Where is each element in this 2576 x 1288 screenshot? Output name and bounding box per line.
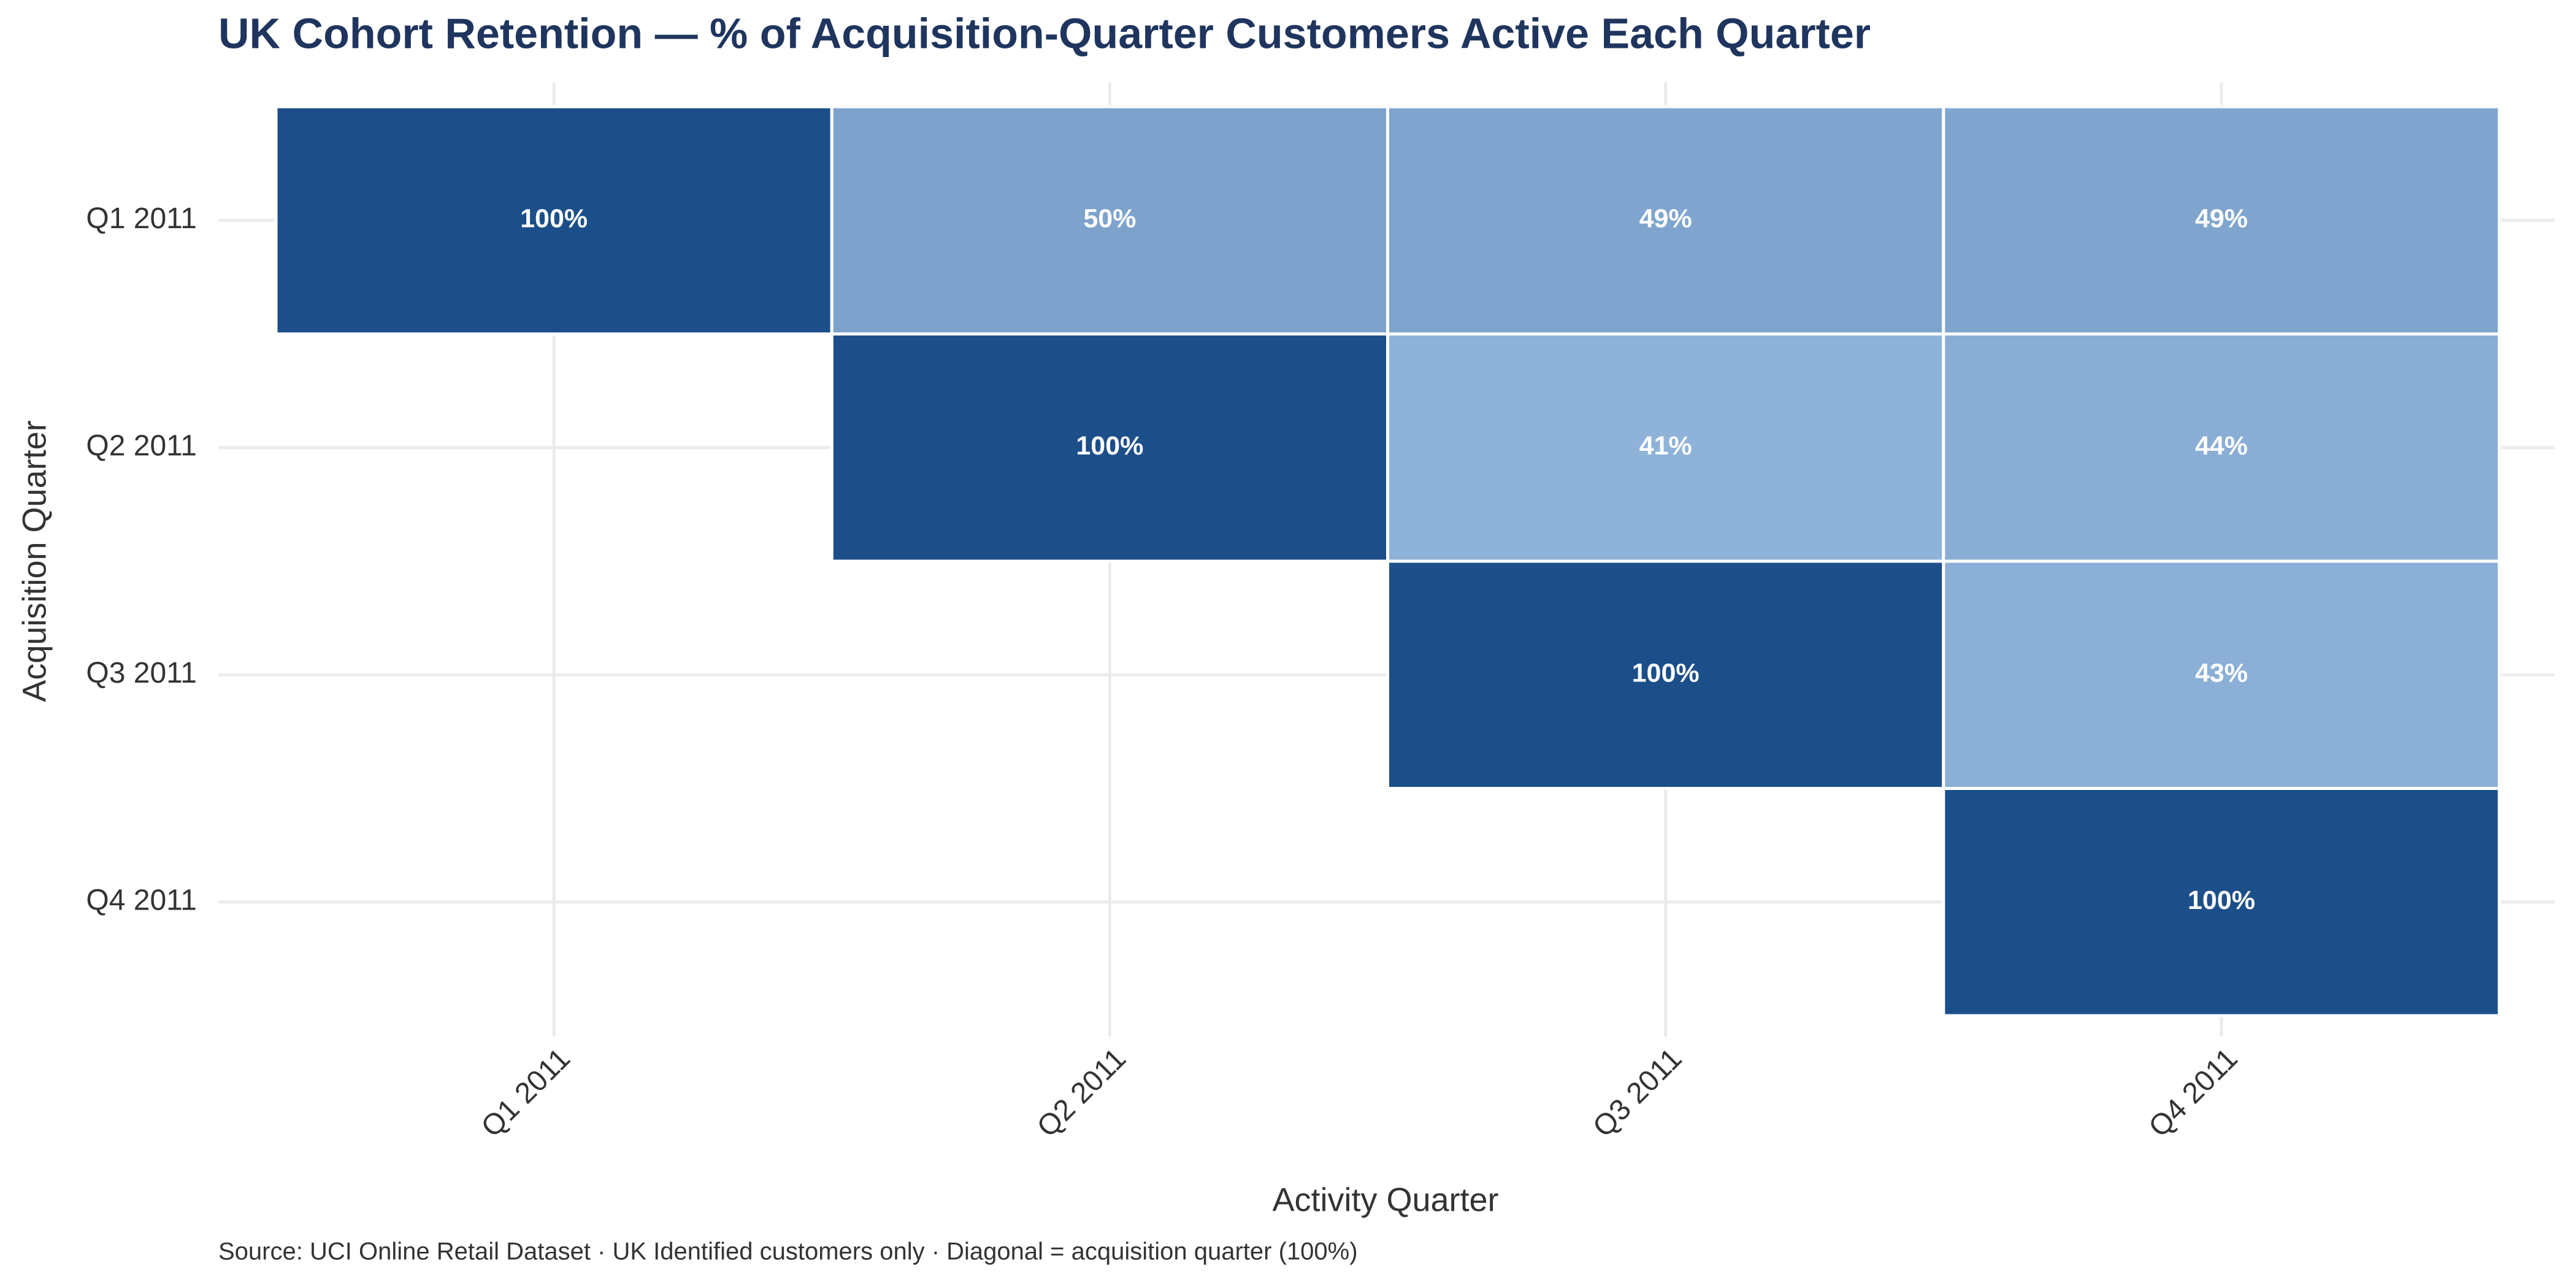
heatmap-cell (830, 332, 1389, 563)
y-axis-title: Acquisition Quarter (16, 420, 53, 702)
heatmap-cell (1942, 559, 2501, 790)
heatmap-cell (1386, 105, 1945, 335)
x-axis-title: Activity Quarter (1272, 1181, 1498, 1218)
y-tick-label: Q4 2011 (86, 884, 197, 916)
cell-label: 49% (1639, 204, 1692, 234)
y-tick-label: Q1 2011 (86, 202, 197, 235)
heatmap-cell (1942, 105, 2501, 335)
cell-label: 43% (2195, 659, 2248, 688)
y-tick-label: Q3 2011 (86, 657, 197, 689)
cell-label: 44% (2195, 431, 2248, 461)
cell-label: 100% (1632, 659, 1700, 688)
heatmap-cell (274, 105, 834, 335)
cell-label: 100% (520, 204, 588, 234)
cell-label: 49% (2195, 204, 2248, 234)
heatmap-cell (1386, 559, 1945, 790)
heatmap-cell (1942, 787, 2501, 1018)
caption: Source: UCI Online Retail Dataset · UK I… (218, 1238, 1358, 1265)
cell-label: 50% (1083, 204, 1136, 234)
chart-title: UK Cohort Retention — % of Acquisition-Q… (218, 9, 1871, 57)
heatmap-cell (1942, 332, 2501, 563)
cells: 100% 50% 49% 49% 100% 41% 44% 100% 43% 100% (274, 105, 2501, 1018)
cell-label: 100% (1076, 431, 1143, 461)
cell-label: 41% (1639, 431, 1692, 461)
cell-label: 100% (2188, 886, 2255, 915)
heatmap-cell (1386, 332, 1945, 563)
y-tick-label: Q2 2011 (86, 429, 197, 462)
